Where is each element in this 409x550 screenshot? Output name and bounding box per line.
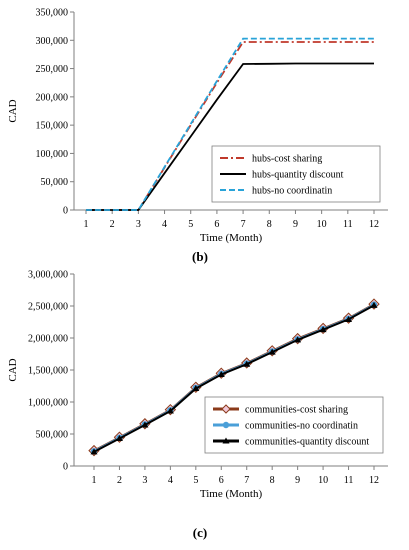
x-tick-label: 1: [84, 219, 89, 230]
chart-communities: 0 500,000 1,000,000 1,500,000 2,000,000 2,500…: [7, 270, 388, 500]
x-tick-label: 3: [142, 475, 147, 486]
y-axis-label: CAD: [7, 99, 19, 122]
x-tick-label: 4: [168, 475, 173, 486]
legend-label: hubs-no coordinatin: [252, 186, 332, 197]
data-point: [243, 360, 251, 367]
y-tick-label: 100,000: [36, 149, 69, 160]
x-tick-label: 2: [110, 219, 115, 230]
legend-label: hubs-cost sharing: [252, 154, 322, 165]
y-tick-label: 350,000: [36, 8, 69, 19]
legend-marker: [222, 421, 230, 429]
series-line-2: [86, 37, 374, 211]
x-tick-label: 11: [343, 219, 353, 230]
legend-label: communities-no coordinatin: [245, 421, 358, 432]
y-tick-label: 3,000,000: [28, 270, 68, 281]
panel-label-c: (c): [193, 525, 207, 540]
x-tick-label: 10: [318, 475, 328, 486]
x-tick-label: 11: [344, 475, 354, 486]
x-tick-label: 8: [267, 219, 272, 230]
y-tick-label: 0: [63, 206, 68, 217]
x-tick-label: 12: [369, 219, 379, 230]
x-tick-label: 9: [295, 475, 300, 486]
y-tick-label: 250,000: [36, 64, 69, 75]
y-tick-label: 300,000: [36, 36, 69, 47]
data-point: [115, 434, 123, 441]
y-tick-label: 2,500,000: [28, 302, 68, 313]
x-tick-label: 4: [162, 219, 167, 230]
y-tick-label: 1,000,000: [28, 398, 68, 409]
data-point: [192, 385, 200, 392]
chart-hubs: 0 50,000 100,000 150,000 200,000 250,000 300,0…: [7, 8, 388, 244]
x-tick-label: 5: [193, 475, 198, 486]
x-tick-label: 5: [188, 219, 193, 230]
data-point: [370, 301, 378, 308]
x-tick-label: 6: [219, 475, 224, 486]
data-point: [141, 421, 149, 428]
x-tick-label: 7: [241, 219, 246, 230]
x-tick-label: 7: [244, 475, 249, 486]
y-axis-label: CAD: [7, 358, 19, 381]
data-point: [90, 448, 98, 455]
x-tick-label: 6: [214, 219, 219, 230]
legend-label: communities-quantity discount: [245, 437, 369, 448]
x-tick-label: 10: [317, 219, 327, 230]
data-point: [217, 370, 225, 377]
legend-label: hubs-quantity discount: [252, 170, 344, 181]
x-tick-label: 2: [117, 475, 122, 486]
legend-marker: [221, 404, 231, 414]
y-tick-label: 500,000: [36, 430, 69, 441]
y-tick-label: 150,000: [36, 121, 69, 132]
y-tick-label: 200,000: [36, 92, 69, 103]
data-point: [319, 326, 327, 333]
data-point: [345, 315, 353, 322]
x-tick-label: 12: [369, 475, 379, 486]
x-axis-label: Time (Month): [200, 232, 263, 244]
panel-label-b: (b): [192, 249, 208, 264]
x-tick-label: 3: [136, 219, 141, 230]
data-point: [294, 336, 302, 343]
x-tick-label: 9: [293, 219, 298, 230]
y-tick-label: 50,000: [41, 177, 69, 188]
x-tick-label: 8: [270, 475, 275, 486]
legend-label: communities-cost sharing: [245, 405, 348, 416]
y-tick-label: 1,500,000: [28, 366, 68, 377]
legend-marker: [222, 437, 230, 444]
data-point: [268, 348, 276, 355]
data-point: [166, 407, 174, 414]
x-axis-label: Time (Month): [200, 488, 263, 500]
y-tick-label: 2,000,000: [28, 334, 68, 345]
series-line-2: [93, 304, 375, 453]
y-tick-label: 0: [63, 462, 68, 473]
x-tick-label: 1: [92, 475, 97, 486]
